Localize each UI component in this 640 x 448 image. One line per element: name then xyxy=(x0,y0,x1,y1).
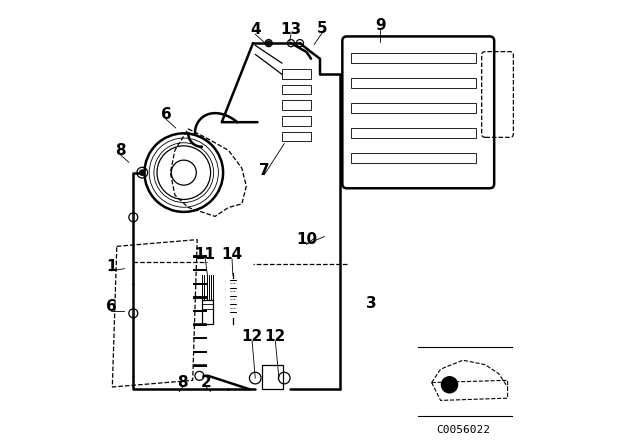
Bar xyxy=(282,116,311,126)
Bar xyxy=(282,132,311,142)
Text: 13: 13 xyxy=(280,22,301,37)
Bar xyxy=(202,304,213,309)
Text: 2: 2 xyxy=(201,375,211,390)
Bar xyxy=(351,78,476,88)
Circle shape xyxy=(442,377,458,393)
Circle shape xyxy=(140,170,145,175)
Text: C0056022: C0056022 xyxy=(436,425,490,435)
Text: 12: 12 xyxy=(265,329,286,344)
Text: 9: 9 xyxy=(375,18,386,33)
Bar xyxy=(351,153,476,163)
Text: 11: 11 xyxy=(195,247,216,262)
Text: 5: 5 xyxy=(317,21,328,36)
Bar xyxy=(351,129,476,138)
Bar xyxy=(282,100,311,110)
Circle shape xyxy=(266,41,271,45)
Text: 8: 8 xyxy=(115,143,125,158)
Text: 6: 6 xyxy=(161,107,172,122)
Text: 1: 1 xyxy=(106,259,116,274)
Text: 8: 8 xyxy=(177,375,188,390)
Bar xyxy=(351,103,476,113)
Bar xyxy=(282,85,311,95)
Text: 6: 6 xyxy=(106,299,117,314)
Text: 10: 10 xyxy=(296,232,317,247)
Text: 4: 4 xyxy=(250,22,260,37)
Text: 7: 7 xyxy=(259,163,269,178)
Circle shape xyxy=(172,160,196,185)
Bar xyxy=(351,53,476,63)
Text: 3: 3 xyxy=(366,296,377,311)
Text: 14: 14 xyxy=(221,247,243,262)
Bar xyxy=(282,69,311,79)
Text: 12: 12 xyxy=(241,329,263,344)
Bar xyxy=(262,365,284,389)
Bar xyxy=(202,300,213,324)
